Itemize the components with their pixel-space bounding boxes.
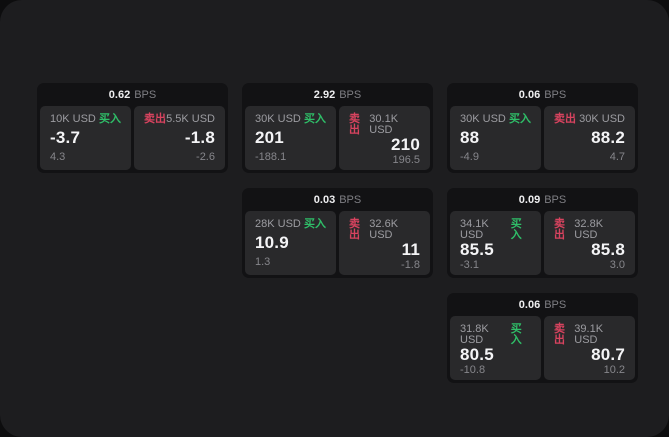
sell-delta: 196.5: [392, 153, 420, 166]
buy-price: 88: [460, 128, 480, 148]
sell-panel[interactable]: 卖出 32.8K USD 85.8 3.0: [544, 211, 635, 275]
card-header: 0.06 BPS: [450, 83, 635, 106]
buy-price: 85.5: [460, 240, 494, 259]
sell-panel[interactable]: 卖出 30.1K USD 210 196.5: [339, 106, 430, 170]
buy-label: 买入: [304, 218, 326, 230]
card-header: 0.06 BPS: [450, 293, 635, 316]
quote-card: 0.09 BPS 34.1K USD 买入 85.5 -3.1 卖出 32.8K…: [447, 188, 638, 278]
buy-price: 10.9: [255, 233, 289, 253]
sell-price: 80.7: [591, 345, 625, 364]
buy-panel[interactable]: 30K USD 买入 201 -188.1: [245, 106, 336, 170]
sell-amount: 32.6K USD: [369, 218, 399, 241]
quote-grid: 0.62 BPS 10K USD 买入 -3.7 4.3 卖出 5.5K USD: [37, 83, 638, 383]
sell-price: 88.2: [591, 128, 625, 148]
buy-delta: -10.8: [460, 363, 486, 376]
sell-amount: 30.1K USD: [369, 113, 399, 136]
buy-panel[interactable]: 34.1K USD 买入 85.5 -3.1: [450, 211, 541, 275]
card-header: 0.62 BPS: [40, 83, 225, 106]
bps-unit-label: BPS: [134, 88, 157, 101]
sell-panel[interactable]: 卖出 32.6K USD 11 -1.8: [339, 211, 430, 275]
card-header: 0.09 BPS: [450, 188, 635, 211]
quote-card: 0.03 BPS 28K USD 买入 10.9 1.3 卖出 32.6K US…: [242, 188, 433, 278]
sell-price: 210: [391, 135, 420, 154]
buy-amount: 31.8K USD: [460, 323, 489, 346]
sell-price: -1.8: [184, 128, 215, 148]
buy-label: 买入: [510, 323, 522, 346]
sell-delta: 4.7: [609, 151, 625, 163]
bps-value: 0.09: [518, 193, 541, 206]
sell-panel[interactable]: 卖出 5.5K USD -1.8 -2.6: [134, 106, 225, 170]
sell-label: 卖出: [349, 218, 360, 241]
buy-label: 买入: [99, 113, 121, 125]
buy-panel[interactable]: 28K USD 买入 10.9 1.3: [245, 211, 336, 275]
sell-label: 卖出: [554, 323, 565, 346]
bps-value: 0.03: [313, 193, 336, 206]
quote-card: 2.92 BPS 30K USD 买入 201 -188.1 卖出 30.1K …: [242, 83, 433, 173]
sell-panel[interactable]: 卖出 30K USD 88.2 4.7: [544, 106, 635, 170]
sell-amount: 32.8K USD: [574, 218, 604, 241]
sell-panel[interactable]: 卖出 39.1K USD 80.7 10.2: [544, 316, 635, 380]
buy-label: 买入: [304, 113, 326, 125]
sell-delta: 10.2: [603, 363, 625, 376]
sell-label: 卖出: [349, 113, 360, 136]
buy-amount: 30K USD: [255, 113, 301, 125]
buy-amount: 10K USD: [50, 113, 96, 125]
sell-price: 85.8: [591, 240, 625, 259]
sell-label: 卖出: [554, 113, 576, 125]
bps-unit-label: BPS: [544, 193, 567, 206]
bps-value: 2.92: [313, 88, 336, 101]
buy-amount: 28K USD: [255, 218, 301, 230]
buy-panel[interactable]: 31.8K USD 买入 80.5 -10.8: [450, 316, 541, 380]
buy-price: 80.5: [460, 345, 494, 364]
card-header: 0.03 BPS: [245, 188, 430, 211]
buy-delta: 1.3: [255, 256, 271, 268]
buy-panel[interactable]: 10K USD 买入 -3.7 4.3: [40, 106, 131, 170]
bps-unit-label: BPS: [544, 298, 567, 311]
buy-delta: -4.9: [460, 151, 479, 163]
buy-price: 201: [255, 128, 284, 148]
buy-label: 买入: [510, 218, 522, 241]
sell-price: 11: [401, 240, 420, 259]
bps-unit-label: BPS: [339, 193, 362, 206]
bps-value: 0.06: [518, 298, 541, 311]
buy-amount: 30K USD: [460, 113, 506, 125]
buy-delta: -3.1: [460, 258, 479, 271]
bps-value: 0.62: [108, 88, 131, 101]
quote-card: 0.62 BPS 10K USD 买入 -3.7 4.3 卖出 5.5K USD: [37, 83, 228, 173]
buy-label: 买入: [509, 113, 531, 125]
sell-delta: 3.0: [609, 258, 625, 271]
sell-amount: 39.1K USD: [574, 323, 604, 346]
sell-delta: -2.6: [196, 151, 215, 163]
buy-delta: -188.1: [255, 151, 287, 163]
quote-card: 0.06 BPS 31.8K USD 买入 80.5 -10.8 卖出 39.1…: [447, 293, 638, 383]
sell-amount: 30K USD: [579, 113, 625, 125]
buy-panel[interactable]: 30K USD 买入 88 -4.9: [450, 106, 541, 170]
quote-card: 0.06 BPS 30K USD 买入 88 -4.9 卖出 30K USD: [447, 83, 638, 173]
sell-amount: 5.5K USD: [166, 113, 215, 125]
sell-delta: -1.8: [401, 258, 420, 271]
sell-label: 卖出: [144, 113, 166, 125]
buy-amount: 34.1K USD: [460, 218, 489, 241]
bps-value: 0.06: [518, 88, 541, 101]
card-header: 2.92 BPS: [245, 83, 430, 106]
bps-unit-label: BPS: [544, 88, 567, 101]
sell-label: 卖出: [554, 218, 565, 241]
buy-price: -3.7: [50, 128, 81, 148]
bps-unit-label: BPS: [339, 88, 362, 101]
buy-delta: 4.3: [50, 151, 66, 163]
